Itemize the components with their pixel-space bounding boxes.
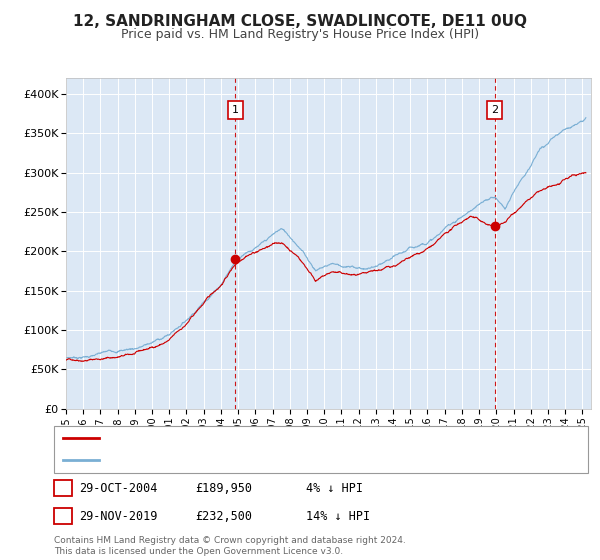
Text: 14% ↓ HPI: 14% ↓ HPI bbox=[306, 510, 370, 523]
Text: £232,500: £232,500 bbox=[195, 510, 252, 523]
Text: 29-NOV-2019: 29-NOV-2019 bbox=[79, 510, 158, 523]
Text: 2: 2 bbox=[491, 105, 499, 115]
Text: 12, SANDRINGHAM CLOSE, SWADLINCOTE, DE11 0UQ: 12, SANDRINGHAM CLOSE, SWADLINCOTE, DE11… bbox=[73, 14, 527, 29]
Text: 4% ↓ HPI: 4% ↓ HPI bbox=[306, 482, 363, 495]
Text: 2: 2 bbox=[59, 510, 67, 523]
Text: 12, SANDRINGHAM CLOSE, SWADLINCOTE, DE11 0UQ (detached house): 12, SANDRINGHAM CLOSE, SWADLINCOTE, DE11… bbox=[106, 433, 508, 444]
Text: 1: 1 bbox=[59, 482, 67, 495]
Text: 29-OCT-2004: 29-OCT-2004 bbox=[79, 482, 158, 495]
Text: HPI: Average price, detached house, South Derbyshire: HPI: Average price, detached house, Sout… bbox=[106, 455, 409, 465]
Text: £189,950: £189,950 bbox=[195, 482, 252, 495]
Text: 1: 1 bbox=[232, 105, 239, 115]
Text: Contains HM Land Registry data © Crown copyright and database right 2024.
This d: Contains HM Land Registry data © Crown c… bbox=[54, 536, 406, 556]
Text: Price paid vs. HM Land Registry's House Price Index (HPI): Price paid vs. HM Land Registry's House … bbox=[121, 28, 479, 41]
